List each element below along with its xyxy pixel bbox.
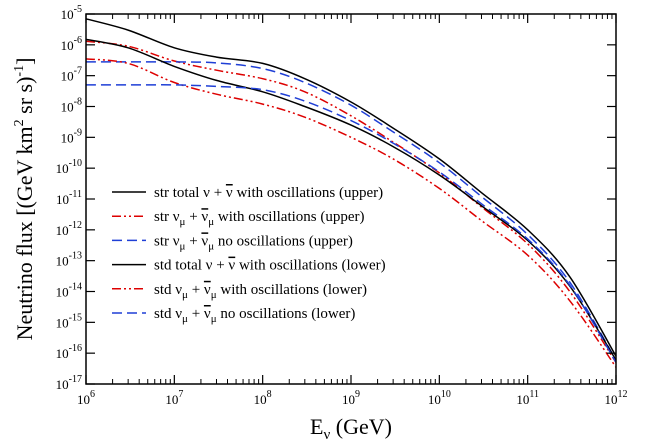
- y-tick-label: 10-16: [56, 343, 82, 361]
- x-axis-title-main: E: [310, 414, 323, 439]
- y-tick-label: 10-5: [61, 4, 82, 22]
- x-tick-label: 1010: [428, 389, 451, 407]
- legend-label-6: std νμ + νμ no oscillations (lower): [154, 306, 355, 325]
- series-line-2: [85, 40, 617, 363]
- x-axis-title: Eν (GeV): [310, 414, 392, 443]
- x-tick-label: 107: [165, 389, 183, 407]
- y-tick-label: 10-8: [61, 97, 82, 115]
- y-axis-title-pre: Neutrino flux [(GeV km: [12, 126, 37, 340]
- legend-label-2: str νμ + νμ with oscillations (upper): [154, 209, 365, 228]
- series-line-5: [85, 58, 617, 368]
- y-tick-label: 10-13: [56, 251, 82, 269]
- y-tick-label: 10-10: [56, 158, 82, 176]
- legend: str total ν + ν with oscillations (upper…: [112, 185, 386, 325]
- y-tick-label: 10-15: [56, 312, 82, 330]
- legend-label-5: std νμ + νμ with oscillations (lower): [154, 282, 367, 301]
- legend-label-3: str νμ + νμ no oscillations (upper): [154, 233, 353, 252]
- series-line-4: [85, 38, 617, 361]
- y-axis-title: Neutrino flux [(GeV km2 sr s)-1]: [12, 58, 37, 341]
- x-axis-title-rest: (GeV): [330, 414, 392, 439]
- y-axis-title-sup1: 2: [12, 119, 27, 126]
- x-tick-label: 109: [342, 389, 360, 407]
- y-tick-label: 10-12: [56, 220, 82, 238]
- series-line-6: [86, 84, 617, 363]
- x-tick-label: 108: [254, 389, 272, 407]
- y-tick-label: 10-14: [56, 282, 82, 300]
- x-axis-title-subscript: ν: [323, 427, 330, 443]
- x-tick-label: 106: [77, 389, 95, 407]
- legend-label-1: str total ν + ν with oscillations (upper…: [154, 185, 383, 201]
- y-axis-title-post: ]: [12, 58, 37, 65]
- legend-label-4: std total ν + ν with oscillations (lower…: [154, 258, 386, 274]
- y-axis-title-sup2: -1: [12, 65, 27, 77]
- series-curves: [85, 18, 617, 368]
- series-line-3: [85, 61, 617, 361]
- series-line-1: [85, 18, 617, 357]
- y-axis-title-mid: sr s): [12, 77, 37, 120]
- y-tick-label: 10-9: [61, 127, 82, 145]
- y-tick-label: 10-17: [56, 374, 82, 392]
- y-tick-label: 10-7: [61, 66, 82, 84]
- y-tick-label: 10-6: [61, 35, 82, 53]
- y-tick-label: 10-11: [56, 189, 82, 207]
- x-tick-label: 1012: [605, 389, 628, 407]
- x-tick-label: 1011: [516, 389, 539, 407]
- y-axis-ticks: 10-17 10-16 10-15 10-14 10-13 10-12 10-11 10-10…: [56, 4, 616, 392]
- x-axis-ticks: 106 107 108 109 1010 1011 1012: [77, 14, 628, 407]
